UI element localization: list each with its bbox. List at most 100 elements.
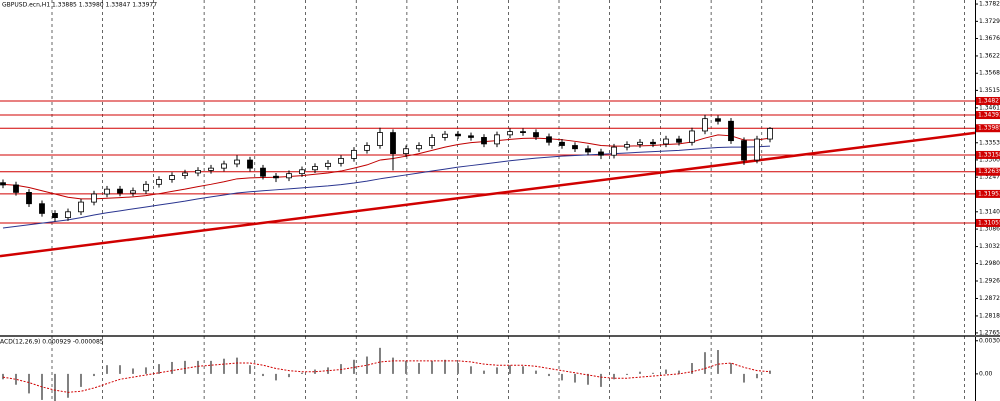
histogram-bar — [1, 373, 4, 380]
level-label: 1.33158 — [978, 151, 1000, 158]
histogram-bar — [456, 363, 459, 374]
candle-body — [455, 133, 461, 137]
candle-body — [52, 213, 58, 219]
candle-body — [663, 138, 669, 145]
candle-body — [260, 167, 266, 177]
candle-body — [273, 175, 279, 179]
histogram-bar — [768, 370, 771, 374]
level-label: 1.34827 — [978, 97, 1000, 104]
y-tick-label: 1.30865 — [979, 226, 1000, 233]
candle-body — [559, 141, 565, 146]
histogram-bar — [599, 373, 602, 387]
candle-body — [91, 193, 97, 203]
candle-body — [637, 141, 643, 145]
level-label: 1.31953 — [978, 190, 1000, 197]
histogram-bar — [690, 363, 693, 374]
y-tick-label: 1.28720 — [979, 295, 1000, 302]
level-label-box — [976, 111, 1000, 120]
level-label: 1.34393 — [978, 112, 1000, 119]
level-label-box — [976, 167, 1000, 176]
histogram-bar — [209, 360, 212, 374]
candle-body — [689, 130, 695, 143]
histogram-bar — [66, 373, 69, 398]
level-label: 1.32639 — [978, 168, 1000, 175]
candle-body — [754, 138, 760, 161]
candle-body — [520, 131, 526, 134]
histogram-bar — [469, 366, 472, 374]
histogram-bar — [677, 370, 680, 374]
chart-title: GBPUSD.ecn,H1 1.33885 1.33980 1.33847 1.… — [2, 2, 157, 9]
histogram-bar — [703, 352, 706, 374]
candle-body — [208, 167, 214, 171]
candle-body — [104, 188, 110, 195]
histogram-bar — [443, 359, 446, 374]
histogram-bar — [495, 367, 498, 374]
candle-body — [377, 132, 383, 146]
candle-body — [221, 163, 227, 169]
histogram-bar — [274, 373, 277, 381]
histogram-bar — [300, 372, 303, 374]
candle-body — [39, 203, 45, 214]
histogram-bar — [547, 373, 550, 377]
histogram-bar — [53, 373, 56, 401]
histogram-bar — [521, 366, 524, 374]
candle-body — [169, 175, 175, 180]
histogram-bar — [391, 357, 394, 374]
histogram-bar — [755, 373, 758, 379]
histogram-bar — [365, 356, 368, 374]
y-tick-label: 1.30325 — [979, 243, 1000, 250]
histogram-bar — [261, 373, 264, 377]
candle-body — [416, 145, 422, 150]
histogram-bar — [27, 373, 30, 394]
candle-body — [403, 148, 409, 154]
candle-body — [156, 179, 162, 185]
trendline — [0, 131, 976, 258]
candle-body — [364, 145, 370, 151]
candle-body — [468, 135, 474, 138]
candle-body — [741, 140, 747, 161]
histogram-bar — [378, 347, 381, 374]
histogram-bar — [92, 373, 95, 377]
histogram-bar — [573, 373, 576, 383]
moving-average — [2, 145, 771, 229]
candle-body — [650, 141, 656, 145]
y-tick-label: 1.29800 — [979, 260, 1000, 267]
y-tick-label: 1.36760 — [979, 35, 1000, 42]
histogram-bar — [352, 359, 355, 374]
candle-body — [286, 173, 292, 179]
histogram-bar — [625, 373, 628, 375]
histogram-bar — [716, 350, 719, 374]
y-tick-label: 1.36220 — [979, 52, 1000, 59]
level-label-box — [976, 150, 1000, 159]
candle-body — [494, 134, 500, 145]
histogram-bar — [313, 369, 316, 374]
candle-body — [429, 137, 435, 146]
histogram-bar — [183, 360, 186, 374]
y-tick-label: 1.33005 — [979, 156, 1000, 163]
histogram-bar — [287, 373, 290, 378]
candle-body — [78, 201, 84, 213]
candle-body — [715, 118, 721, 122]
histogram-bar — [339, 364, 342, 374]
y-tick-label: 0.00 — [979, 370, 993, 377]
histogram-bar — [430, 360, 433, 374]
histogram-bar — [196, 360, 199, 374]
y-tick-label: 1.33535 — [979, 139, 1000, 146]
histogram-bar — [170, 361, 173, 374]
level-label-box — [976, 218, 1000, 227]
histogram-bar — [235, 357, 238, 374]
histogram-bar — [222, 358, 225, 374]
y-tick-label: 1.35155 — [979, 87, 1000, 94]
candle-body — [611, 146, 617, 156]
candle-body — [351, 149, 357, 159]
moving-average — [2, 134, 771, 200]
candle-body — [338, 158, 344, 164]
histogram-bar — [508, 365, 511, 374]
histogram-bar — [79, 373, 82, 387]
candle-body — [585, 148, 591, 153]
histogram-bar — [131, 368, 134, 374]
candle-body — [26, 191, 32, 205]
y-tick-label: 1.34615 — [979, 104, 1000, 111]
